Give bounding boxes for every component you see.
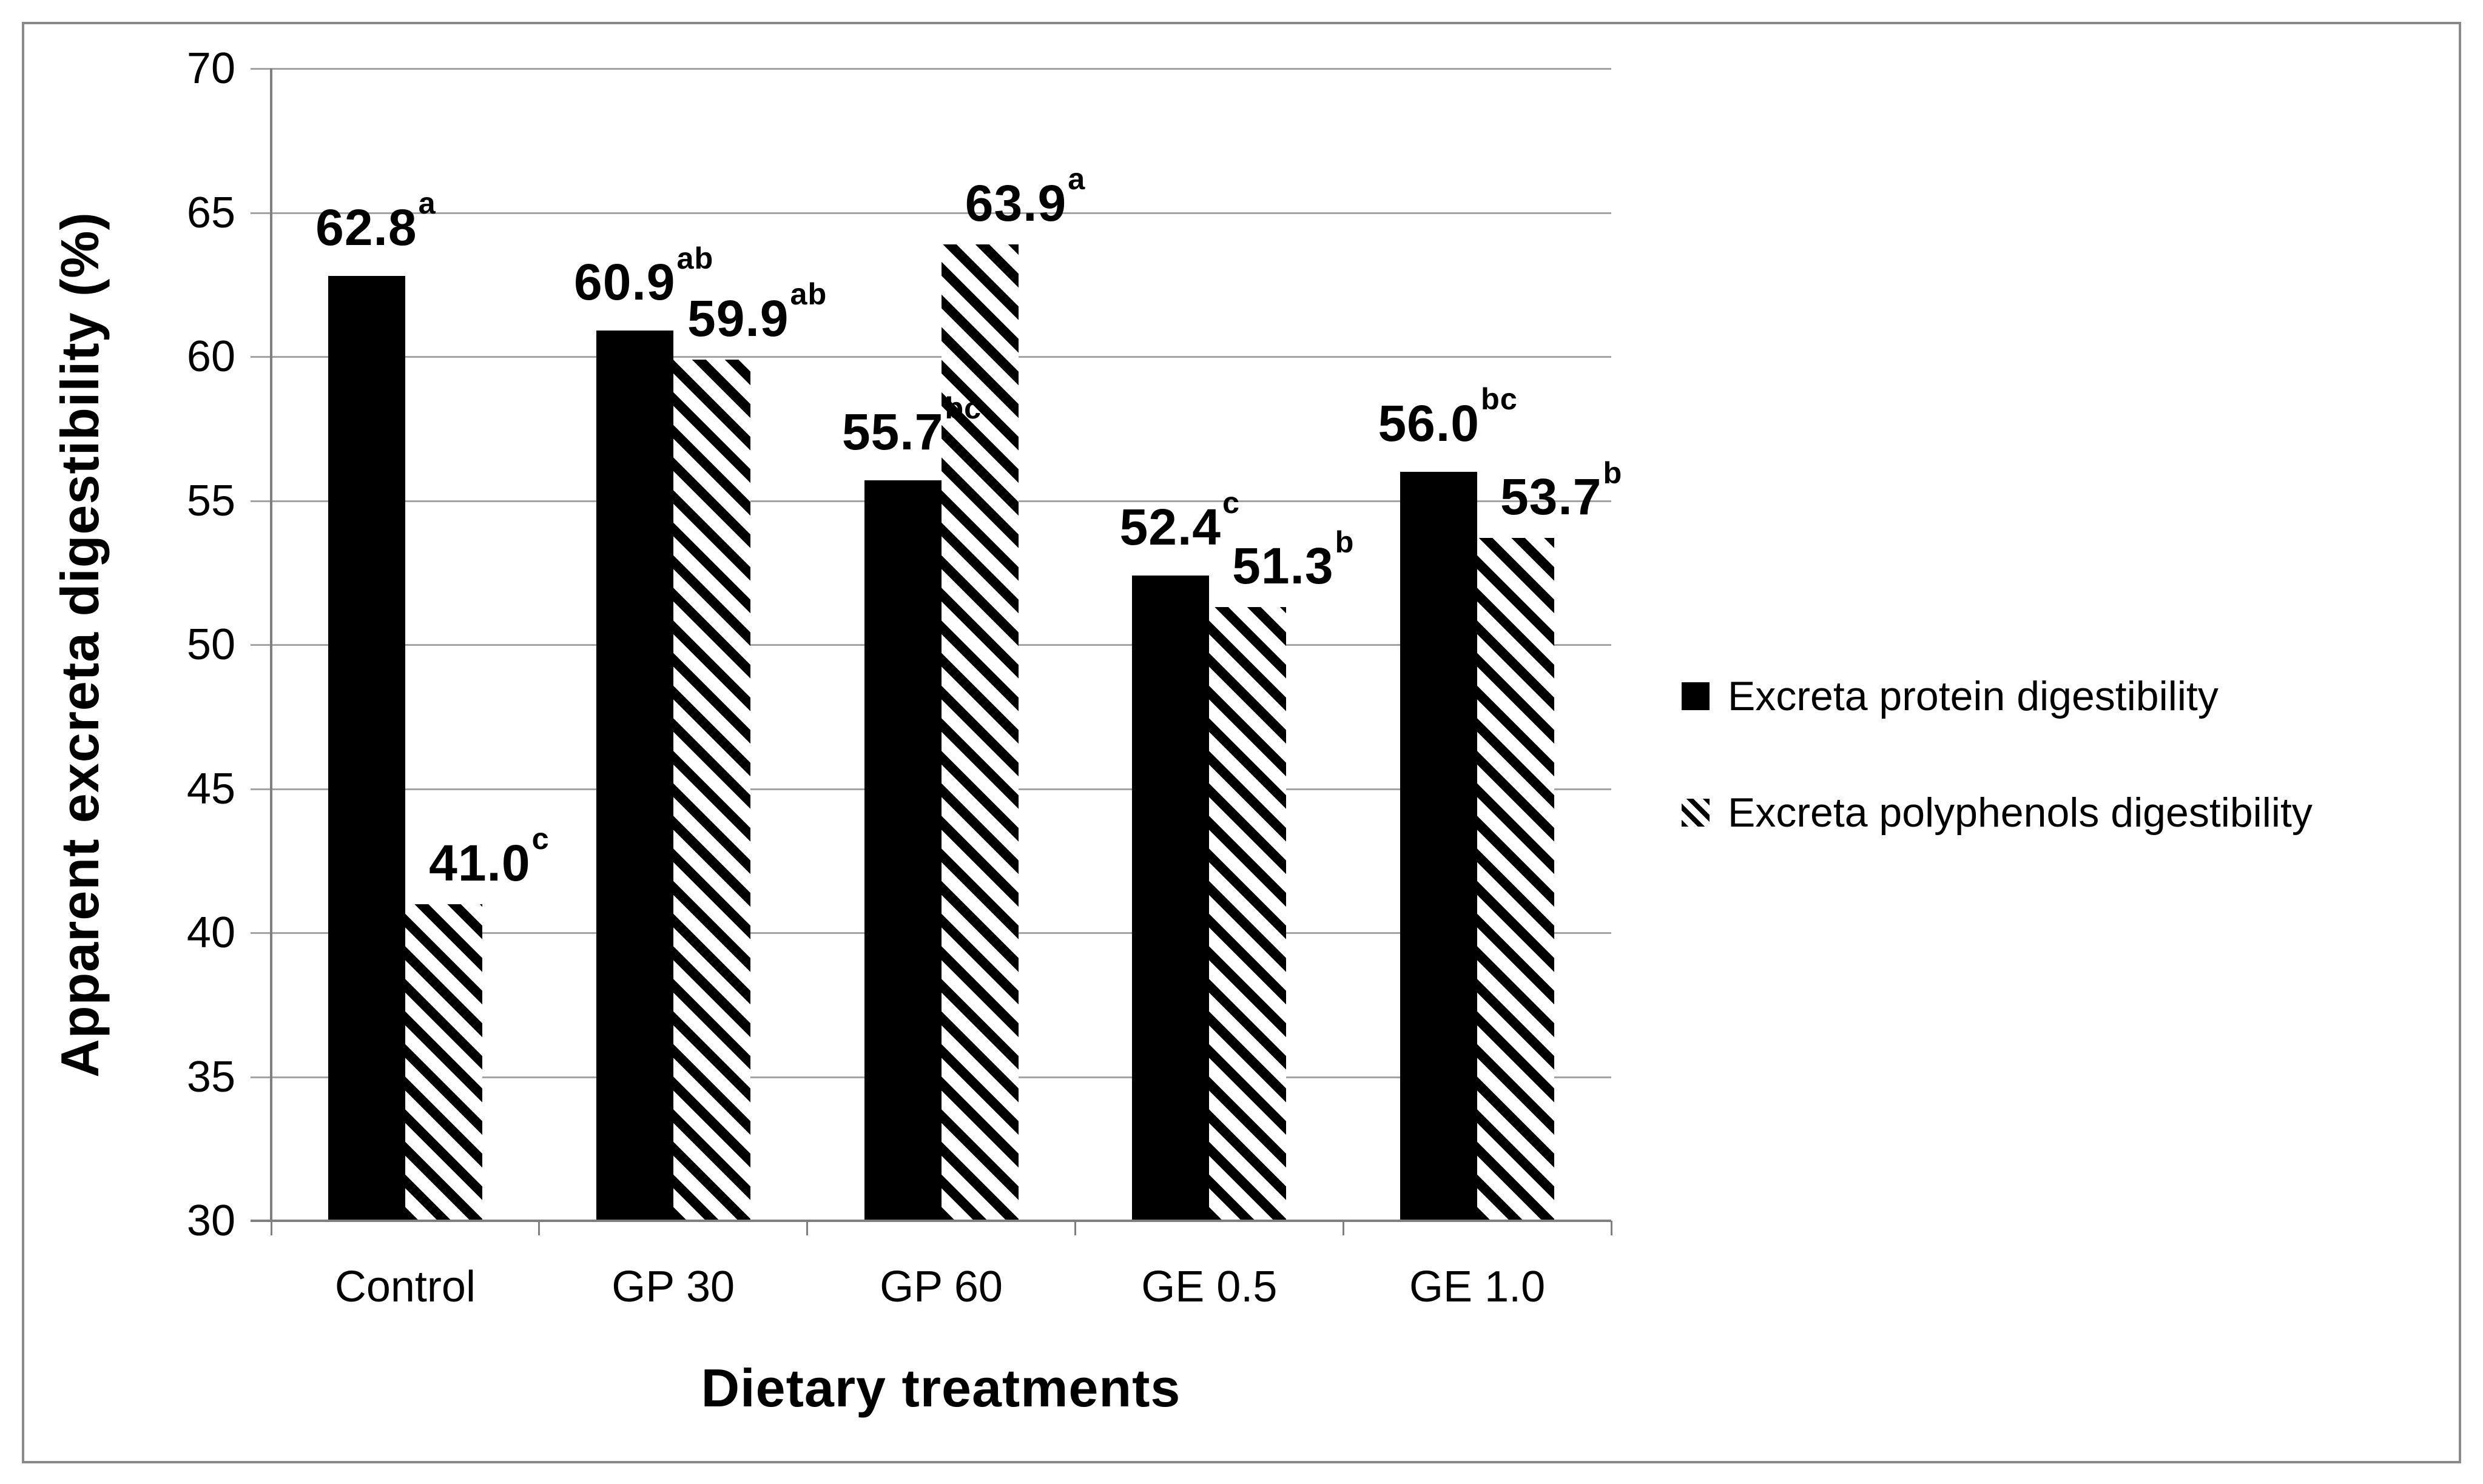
significance-superscript: c (531, 821, 550, 856)
x-tick-label-ge-0-5: GE 0.5 (1141, 1263, 1278, 1311)
bar-value-label: 41.0c (429, 821, 550, 891)
bar-value-label: 63.9a (965, 161, 1086, 232)
significance-superscript: ab (790, 277, 827, 312)
x-axis-boundary-tick (270, 1221, 272, 1235)
legend-swatch-solid-icon (1682, 682, 1710, 710)
x-tick-label-ge-1-0: GE 1.0 (1409, 1263, 1546, 1311)
legend: Excreta protein digestibility Excreta po… (1682, 666, 2313, 899)
bar-polyphenols-ge-0-5 (1209, 607, 1287, 1221)
x-axis-boundary-tick (806, 1221, 809, 1235)
y-tick-label-40: 40 (186, 908, 235, 957)
bar-protein-gp-60 (864, 480, 942, 1221)
bar-polyphenols-ge-1-0 (1477, 538, 1555, 1221)
significance-superscript: ab (676, 240, 714, 275)
bar-value-label: 62.8a (315, 186, 436, 256)
x-tick-label-gp-30: GP 30 (611, 1263, 735, 1311)
y-gridline-65 (251, 212, 1611, 214)
significance-superscript: bc (945, 390, 982, 425)
bar-value-label: 52.4c (1119, 485, 1241, 556)
x-axis-line (251, 1220, 1611, 1222)
x-tick-label-gp-60: GP 60 (880, 1263, 1003, 1311)
significance-superscript: b (1603, 455, 1623, 490)
legend-entry-polyphenols: Excreta polyphenols digestibility (1682, 782, 2313, 843)
x-axis-boundary-tick (538, 1221, 541, 1235)
y-axis-line (270, 69, 272, 1221)
plot-area (251, 68, 1612, 1235)
x-axis-title: Dietary treatments (701, 1358, 1181, 1418)
bar-polyphenols-gp-30 (673, 359, 750, 1221)
y-tick-label-70: 70 (186, 44, 235, 93)
y-tick-label-60: 60 (186, 332, 235, 381)
significance-superscript: bc (1480, 381, 1518, 417)
y-tick-label-30: 30 (186, 1197, 235, 1245)
y-tick-label-55: 55 (186, 476, 235, 525)
bar-protein-ge-0-5 (1132, 576, 1210, 1221)
significance-superscript: a (418, 186, 436, 221)
y-tick-label-65: 65 (186, 188, 235, 237)
bar-value-label: 56.0bc (1378, 381, 1518, 452)
y-gridline-70 (251, 68, 1611, 70)
significance-superscript: b (1335, 524, 1355, 559)
bar-value-label: 55.7bc (841, 390, 982, 461)
bar-polyphenols-gp-60 (941, 244, 1019, 1221)
bar-polyphenols-control (405, 904, 482, 1221)
y-tick-label-35: 35 (186, 1052, 235, 1101)
legend-entry-protein: Excreta protein digestibility (1682, 666, 2313, 727)
y-gridline-60 (251, 356, 1611, 358)
bar-protein-control (328, 276, 405, 1221)
legend-swatch-hatch-icon (1682, 799, 1710, 827)
significance-superscript: a (1068, 161, 1086, 196)
significance-superscript: c (1222, 485, 1241, 520)
bar-protein-ge-1-0 (1400, 472, 1478, 1221)
bar-value-label: 51.3b (1232, 524, 1355, 595)
y-tick-label-50: 50 (186, 620, 235, 669)
figure-border (22, 22, 2461, 1463)
x-axis-boundary-tick (1610, 1221, 1612, 1235)
y-axis-title: Apparent excreta digestibility (%) (50, 212, 110, 1078)
bar-value-label: 59.9ab (687, 277, 827, 347)
x-axis-boundary-tick (1074, 1221, 1076, 1235)
legend-label: Excreta polyphenols digestibility (1728, 790, 2313, 836)
bar-value-label: 60.9ab (574, 240, 714, 311)
x-tick-label-control: Control (334, 1263, 476, 1311)
legend-label: Excreta protein digestibility (1728, 673, 2219, 719)
bar-value-label: 53.7b (1500, 455, 1623, 526)
bar-protein-gp-30 (596, 331, 673, 1221)
y-tick-label-45: 45 (186, 764, 235, 813)
x-axis-boundary-tick (1342, 1221, 1344, 1235)
